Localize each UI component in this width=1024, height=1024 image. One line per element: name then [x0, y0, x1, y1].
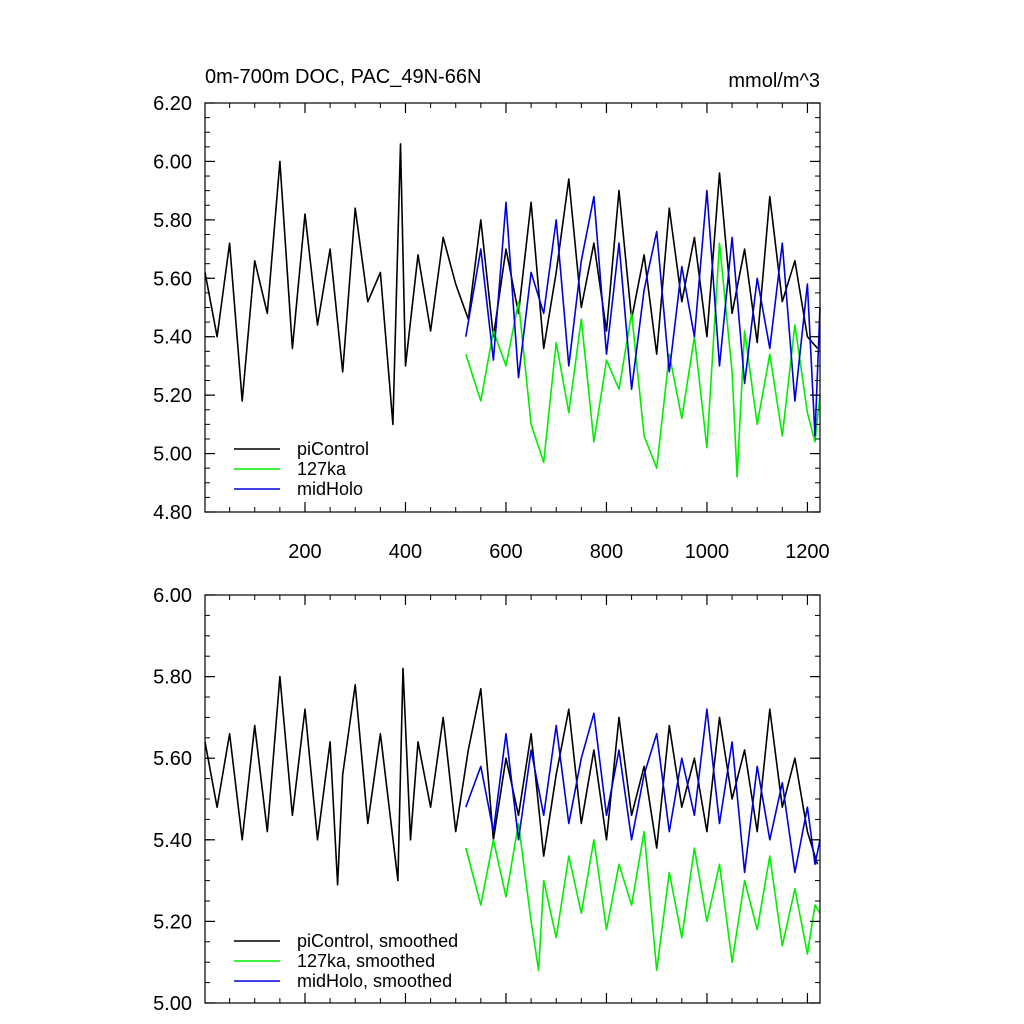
y-tick-label: 4.80	[153, 502, 192, 524]
x-tick-label: 600	[489, 541, 522, 563]
legend-label: piControl	[297, 439, 369, 459]
series-line-2	[465, 708, 821, 874]
legend-label: piControl, smoothed	[297, 931, 458, 951]
y-tick-label: 6.00	[153, 585, 192, 607]
x-tick-label: 1000	[685, 541, 730, 563]
units-label: mmol/m^3	[728, 70, 820, 92]
top-plot-area: 4.80 5.00 5.20 5.40 5.60 5.80 6.00 6.20 200 400 60…	[153, 93, 830, 563]
x-tick-label: 1200	[785, 541, 830, 563]
y-tick-label: 5.40	[153, 830, 192, 852]
y-tick-label: 5.80	[153, 667, 192, 689]
bottom-plot-area: 5.00 5.20 5.40 5.60 5.80 6.00 piControl, smoot…	[153, 585, 821, 1015]
y-tick-label: 5.20	[153, 911, 192, 933]
y-tick-label: 5.00	[153, 993, 192, 1015]
x-tick-label: 400	[389, 541, 422, 563]
legend-label: midHolo, smoothed	[297, 971, 452, 991]
series-line-0	[204, 143, 819, 426]
y-tick-label: 5.60	[153, 748, 192, 770]
series-line-2	[465, 189, 821, 437]
series-line-0	[204, 667, 819, 886]
x-tick-label: 200	[288, 541, 321, 563]
legend-label: midHolo	[297, 479, 363, 499]
series-line-1	[465, 822, 821, 972]
y-tick-label: 5.40	[153, 327, 192, 349]
y-tick-label: 5.00	[153, 444, 192, 466]
top-panel: 0m-700m DOC, PAC_49N-66N mmol/m^3 4.80 5.…	[153, 66, 830, 563]
chart-title: 0m-700m DOC, PAC_49N-66N	[205, 66, 481, 88]
y-tick-label: 5.60	[153, 268, 192, 290]
legend-label: 127ka, smoothed	[297, 951, 435, 971]
y-tick-label: 5.20	[153, 385, 192, 407]
y-tick-label: 6.20	[153, 93, 192, 115]
y-tick-label: 6.00	[153, 151, 192, 173]
legend-label: 127ka	[297, 459, 347, 479]
bottom-panel: 5.00 5.20 5.40 5.60 5.80 6.00 piControl, smoot…	[153, 585, 821, 1015]
series-line-1	[465, 242, 821, 478]
x-tick-label: 800	[590, 541, 623, 563]
y-tick-label: 5.80	[153, 210, 192, 232]
